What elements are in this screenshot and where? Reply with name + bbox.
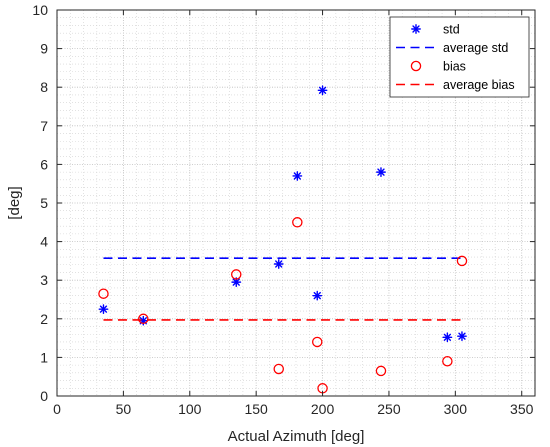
- bias-point: [456, 255, 468, 267]
- x-tick-label: 250: [377, 401, 401, 417]
- y-tick-label: 6: [40, 156, 48, 172]
- bias-point: [273, 363, 284, 375]
- std-point: [273, 259, 284, 269]
- x-tick-label: 100: [178, 401, 202, 417]
- std-point: [312, 290, 323, 301]
- std-point: [457, 331, 467, 342]
- bias-point: [442, 356, 453, 367]
- y-tick-label: 1: [40, 349, 48, 365]
- y-tick-label: 5: [40, 195, 48, 211]
- y-tick-label: 0: [40, 388, 48, 404]
- std-point: [317, 85, 328, 96]
- legend-item-bias: bias: [410, 60, 466, 74]
- x-tick-label: 0: [53, 401, 61, 417]
- y-tick-label: 10: [32, 2, 48, 18]
- y-tick-label: 2: [40, 311, 48, 327]
- legend-item-std: std: [411, 23, 460, 37]
- y-tick-label: 8: [40, 79, 48, 95]
- legend-label: average std: [443, 41, 508, 55]
- legend: std average std bias average bias: [389, 16, 530, 98]
- legend-item-average-bias: average bias: [396, 78, 515, 92]
- series-bias: [98, 217, 468, 394]
- bias-point: [138, 313, 149, 325]
- y-tick-label: 4: [40, 234, 48, 250]
- bias-point: [311, 336, 323, 348]
- x-tick-label: 300: [444, 401, 468, 417]
- tick-labels: 0 50 100 150 200 250 300 350 0 1 2 3 4 5 6 7 8 9 10: [32, 2, 533, 417]
- std-point: [98, 304, 109, 315]
- std-point: [292, 171, 303, 181]
- legend-label: bias: [443, 60, 466, 74]
- bias-point: [375, 365, 387, 377]
- x-tick-label: 50: [116, 401, 132, 417]
- legend-label: std: [443, 23, 460, 37]
- legend-label: average bias: [443, 78, 515, 92]
- axis-ticks: [56, 9, 535, 397]
- major-grid: [56, 9, 535, 397]
- x-axis-label: Actual Azimuth [deg]: [228, 428, 365, 445]
- x-tick-label: 200: [311, 401, 335, 417]
- y-axis-label: [deg]: [6, 186, 23, 219]
- bias-point: [230, 269, 242, 280]
- legend-box: [389, 16, 530, 98]
- legend-circle-marker: [410, 60, 422, 72]
- bias-point: [98, 288, 109, 299]
- y-tick-label: 7: [40, 118, 48, 134]
- series-layer: [98, 85, 468, 394]
- x-tick-label: 350: [510, 401, 534, 417]
- x-tick-label: 150: [244, 401, 268, 417]
- bias-point: [292, 217, 303, 228]
- legend-item-average-std: average std: [396, 41, 508, 55]
- std-point: [442, 332, 453, 343]
- y-tick-label: 9: [40, 41, 48, 57]
- legend-asterisk-marker: [411, 24, 421, 34]
- std-point: [376, 167, 386, 178]
- y-tick-label: 3: [40, 272, 48, 288]
